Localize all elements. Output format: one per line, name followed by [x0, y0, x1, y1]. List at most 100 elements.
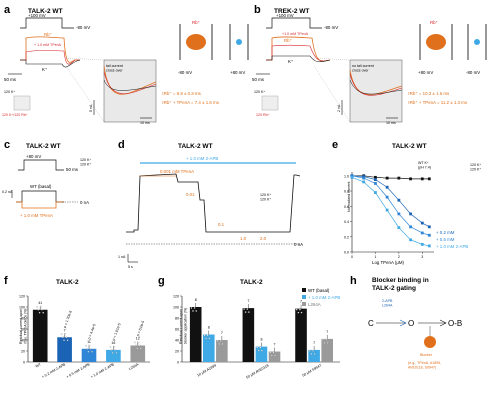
- panel-e-point: [374, 175, 377, 179]
- panel-g-dot: [300, 311, 303, 314]
- panel-e-y-tick-label: 0.2: [344, 235, 349, 239]
- panel-g-legend-swatch-1: [302, 295, 306, 299]
- panel-e-point: [362, 176, 366, 180]
- panel-g-dot: [310, 353, 313, 355]
- panel-c-trace2: + 1.0 mM TPenA: [20, 213, 53, 218]
- panel-g-y-tick-label: 60: [175, 328, 179, 332]
- panel-a-tau1: τRb⁺ = 8.8 ± 0.3 ms: [162, 91, 202, 96]
- panel-f-y-tick-label: 100: [19, 306, 25, 310]
- panel-g-dot: [221, 343, 224, 345]
- panel-a-v-rest: -80 mV: [76, 25, 90, 30]
- panel-a-cartoon-v1: -80 mV: [178, 70, 192, 75]
- panel-f-plot: 0 20 40 60 80 100 120 41 WT 7p = 1.70e-6 + 0.2 mM …: [19, 295, 150, 379]
- panel-e-point: [385, 185, 389, 189]
- panel-f-letter: f: [4, 275, 8, 287]
- panel-c: c TALK-2 WT +80 mV 50 ms 120 K⁺ 120 K⁺ WT…: [2, 139, 91, 218]
- panel-e-y-tick-label: 0.8: [344, 190, 349, 194]
- panel-f-dot: [87, 350, 90, 353]
- panel-b-letter: b: [254, 4, 261, 16]
- panel-g-dot: [219, 340, 222, 342]
- panel-g-dot: [271, 354, 273, 357]
- panel-f-dot: [112, 352, 114, 354]
- panel-e-point: [385, 208, 389, 212]
- panel-a-current-scale: 5 nA: [89, 104, 93, 112]
- panel-e-y-tick-label: 0.0: [344, 251, 349, 255]
- panel-g-dot: [195, 310, 197, 312]
- panel-g-dot: [257, 349, 260, 352]
- panel-f-sig-label: p = 6.0e-5: [136, 320, 145, 337]
- panel-g-y-tick-label: 0: [177, 361, 179, 365]
- panel-f-dot: [60, 333, 63, 336]
- panel-g-n-label: 8: [195, 298, 197, 302]
- panel-g-dot: [295, 308, 298, 311]
- panel-e-ion: 120 K⁺ 120 K⁺: [470, 163, 481, 172]
- panel-a-inset-note: tail current cross over: [106, 64, 123, 73]
- panel-b-voltage-protocol: [266, 17, 322, 29]
- panel-f-y-tick-label: 40: [21, 339, 25, 343]
- panel-e-point: [350, 174, 354, 178]
- panel-g-category-label: 10 μM A1899: [196, 363, 216, 377]
- panel-g-y-tick-label: 40: [175, 339, 179, 343]
- panel-f-dot: [41, 308, 43, 311]
- panel-g-bar: [242, 308, 255, 362]
- panel-g-title: TALK-2: [240, 279, 263, 286]
- panel-c-ion: 120 K⁺ 120 K⁺: [80, 158, 91, 167]
- panel-a-rb-trace: [20, 36, 80, 63]
- panel-b-k-label: K⁺: [288, 59, 293, 64]
- panel-d-conc-3: 2.0: [260, 236, 267, 241]
- panel-d-ion: 120 K⁺ 120 K⁺: [260, 193, 271, 202]
- panel-e-point: [420, 221, 424, 225]
- panel-b-title: TREK-2 WT: [274, 8, 309, 15]
- panel-c-voltage-protocol: [18, 159, 64, 171]
- panel-h-blocker-icon: [424, 336, 436, 348]
- panel-f-dot: [36, 305, 38, 308]
- panel-e-point: [427, 233, 431, 237]
- panel-c-wt-trace: [16, 190, 64, 203]
- panel-h-o-state: O: [408, 319, 414, 328]
- panel-a-tau2: τRb⁺ + TPenA = 7.4 ± 1.6 ms: [162, 100, 220, 105]
- panel-e-point: [409, 212, 412, 216]
- panel-g-dot: [243, 308, 245, 310]
- panel-b-v-rest: -80 mV: [324, 25, 338, 30]
- panel-a-cartoon-rb: Rb⁺: [192, 20, 200, 25]
- panel-e-series-line-1: [351, 175, 430, 228]
- panel-f-dot: [135, 344, 137, 347]
- panel-g-dot: [313, 353, 316, 355]
- panel-f-category-label: WT: [35, 362, 43, 369]
- panel-g-y-tick-label: 80: [175, 317, 179, 321]
- panel-d-letter: d: [118, 139, 125, 151]
- panel-c-trace1: WT (basal): [30, 184, 52, 189]
- panel-f-dot: [61, 336, 64, 339]
- panel-g-dot: [299, 308, 301, 311]
- panel-g-dot: [190, 307, 193, 309]
- panel-g-dot: [259, 346, 262, 349]
- panel-f-category-label: + 0.2 mM 2-APB: [41, 362, 66, 379]
- panel-b-rb-label: Rb⁺: [284, 38, 292, 43]
- panel-g-legend-swatch-0: [302, 288, 306, 292]
- panel-e: e TALK-2 WT 0.0 0.2 0.4 0.6 0.8 1.0 0 1 2 3 Norma…: [332, 139, 481, 265]
- panel-d-title: TALK-2 WT: [178, 143, 213, 150]
- panel-g-dot: [309, 350, 311, 352]
- panel-a-rb-label: Rb⁺: [44, 32, 52, 37]
- panel-f-sig-label: p = 1.01e-5: [112, 323, 122, 342]
- panel-d-tpena-label: 0.001 mM TPenA: [160, 169, 194, 174]
- panel-g-ylabel: Residual current uponblocker application…: [179, 308, 188, 344]
- panel-g-n-label: 7: [247, 299, 249, 303]
- panel-b-ion-rb: 120 Rb⁺: [256, 113, 270, 117]
- panel-g-bar: [268, 351, 281, 362]
- panel-g-y-tick-label: 20: [175, 350, 179, 354]
- panel-e-plot: 0.0 0.2 0.4 0.6 0.8 1.0 0 1 2 3: [344, 172, 434, 259]
- panel-b-inset-note: no tail current cross over: [352, 64, 374, 73]
- panel-g-category-label: 50 μM AVE0118: [245, 363, 269, 379]
- panel-h-drug-label: 2-APB L264A: [382, 299, 393, 308]
- panel-f-n-label: 16: [111, 341, 115, 345]
- panel-e-series-line-3: [351, 177, 430, 247]
- panel-e-x-tick-label: 2: [398, 255, 400, 259]
- panel-f-dot: [38, 311, 41, 314]
- panel-h-title: Blocker binding in TALK-2 gating: [372, 277, 429, 292]
- panel-g-n-label: 8: [208, 326, 210, 330]
- panel-b-rb-sub: +1.0 mM TPenA: [282, 32, 309, 36]
- panel-d-current-trace: [126, 173, 301, 233]
- panel-c-tpena-trace: [16, 201, 64, 209]
- panel-h-examples: (e.g., TPenA, A1899, AVE0118, S9947): [408, 361, 441, 370]
